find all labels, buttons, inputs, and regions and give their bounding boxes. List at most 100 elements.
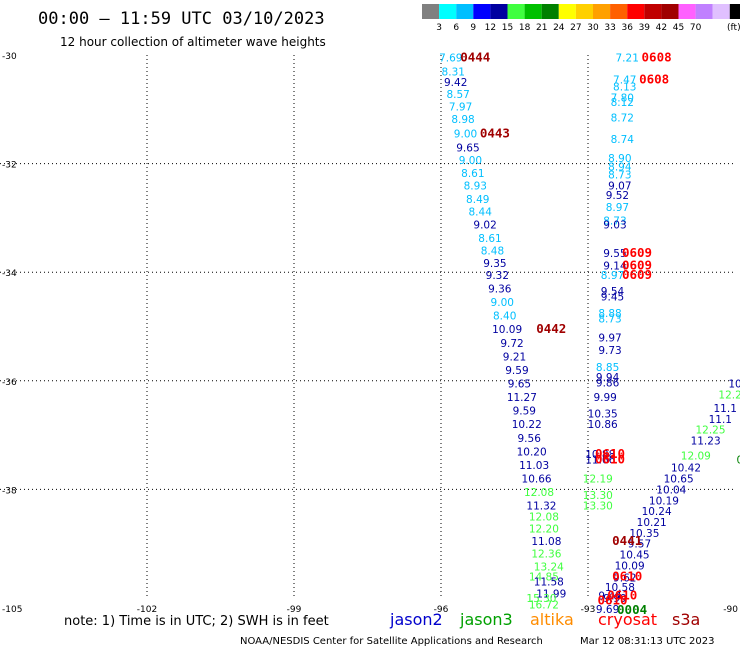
data-point: 14.85: [529, 571, 559, 583]
time-label: 0608: [642, 50, 672, 65]
legend-swatch: [729, 4, 740, 19]
data-point: 13.24: [534, 562, 564, 574]
legend-label: 36: [621, 23, 633, 33]
x-tick-label: -93: [581, 605, 596, 615]
data-point: 9.44: [598, 590, 622, 602]
data-point: 9.42: [444, 77, 467, 89]
data-point: 11.58: [534, 577, 564, 589]
data-points: 7.698.319.428.577.978.989.009.659.008.61…: [439, 53, 740, 616]
time-label: 0442: [536, 321, 566, 336]
satellite-jason2: jason2: [389, 610, 443, 629]
data-point: 9.57: [628, 539, 651, 551]
x-tick-label: -99: [287, 605, 302, 615]
data-point: 8.93: [464, 180, 487, 192]
time-label: 0610: [597, 593, 627, 608]
data-point: 12.08: [529, 512, 559, 524]
time-label: 0610: [595, 452, 625, 467]
data-point: 9.55: [603, 248, 626, 260]
y-tick-label: -32: [2, 161, 17, 171]
data-point: 10.66: [522, 474, 552, 486]
legend-label: (ft): [727, 23, 740, 33]
legend-swatch: [439, 4, 457, 19]
data-point: 10: [728, 379, 740, 391]
color-legend: 3 6 9 12 15 18 21 24 27 30 33 36 39 42 45 70 (ft): [422, 4, 740, 33]
time-label: 0608: [639, 71, 669, 86]
data-point: 9.52: [606, 190, 629, 202]
data-point: 11.08: [531, 536, 561, 548]
legend-label: 9: [470, 23, 476, 33]
credit-right: Mar 12 08:31:13 UTC 2023: [580, 636, 715, 647]
data-point: 10.65: [664, 474, 694, 486]
data-point: 9.32: [486, 270, 509, 282]
legend-swatch: [541, 4, 559, 19]
data-point: 8.49: [466, 194, 489, 206]
data-point: 11.23: [691, 436, 721, 448]
legend-swatch: [695, 4, 713, 19]
legend-label: 45: [673, 23, 684, 33]
chart-title: 00:00 — 11:59 UTC 03/10/2023: [38, 9, 325, 29]
data-point: 8.74: [611, 134, 635, 146]
data-point: 8.72: [611, 112, 634, 124]
legend-swatch: [524, 4, 542, 19]
grid-lines: [0, 55, 735, 598]
legend-swatch: [610, 4, 628, 19]
data-point: 12.19: [583, 474, 613, 486]
data-point: 8.98: [451, 114, 474, 126]
data-point: 7.47: [613, 74, 636, 86]
legend-swatch: [627, 4, 645, 19]
data-point: 10.88: [585, 449, 615, 461]
data-point: 10.35: [629, 528, 659, 540]
data-point: 11.66: [585, 455, 615, 467]
legend-label: 12: [485, 23, 496, 33]
data-point: 9.45: [601, 292, 624, 304]
data-point: 8.12: [611, 97, 634, 109]
data-point: 10.22: [512, 419, 542, 431]
data-point: 15.30: [526, 593, 556, 605]
data-point: 11.27: [507, 392, 537, 404]
legend-swatch: [661, 4, 679, 19]
time-label: 0610: [595, 446, 625, 461]
data-point: 8.44: [469, 206, 493, 218]
time-labels: 0444044304420441060806080609060906090610…: [460, 50, 671, 617]
x-tick-label: -105: [2, 605, 22, 615]
time-label: 0609: [622, 245, 652, 260]
data-point: 8.85: [596, 362, 619, 374]
data-point: 0: [737, 455, 740, 467]
legend-label: 33: [604, 23, 615, 33]
data-point: 8.13: [613, 81, 636, 93]
data-point: 9.97: [598, 332, 621, 344]
data-point: 10.04: [656, 484, 686, 496]
credit-left: NOAA/NESDIS Center for Satellite Applica…: [240, 636, 543, 647]
data-point: 9.65: [508, 379, 531, 391]
legend-swatch: [678, 4, 696, 19]
data-point: 9.03: [603, 219, 626, 231]
legend-label: 24: [553, 23, 565, 33]
data-point: 9.62: [613, 572, 636, 584]
data-point: 8.48: [481, 245, 504, 257]
data-point: 9.72: [500, 338, 523, 350]
legend-swatch: [422, 4, 440, 19]
legend-label: 6: [453, 23, 459, 33]
data-point: 9.00: [459, 155, 482, 167]
time-label: 0443: [480, 126, 510, 141]
legend-label: 21: [536, 23, 547, 33]
legend-swatch: [593, 4, 611, 19]
x-tick-label: -96: [434, 605, 449, 615]
data-point: 12.09: [681, 451, 711, 463]
data-point: 8.94: [608, 161, 632, 173]
data-point: 13.30: [583, 490, 613, 502]
data-point: 9.00: [454, 129, 477, 141]
data-point: 10.24: [642, 506, 672, 518]
time-label: 0609: [622, 258, 652, 273]
data-point: 13.30: [583, 501, 613, 513]
data-point: 9.21: [503, 351, 526, 363]
data-point: 8.73: [598, 313, 621, 325]
legend-swatch: [712, 4, 730, 19]
data-point: 9.99: [603, 593, 626, 605]
data-point: 8.73: [603, 216, 626, 228]
data-point: 9.94: [596, 372, 620, 384]
time-label: 0004: [617, 602, 647, 617]
time-label: 0609: [622, 267, 652, 282]
data-point: 12.2: [718, 389, 740, 401]
